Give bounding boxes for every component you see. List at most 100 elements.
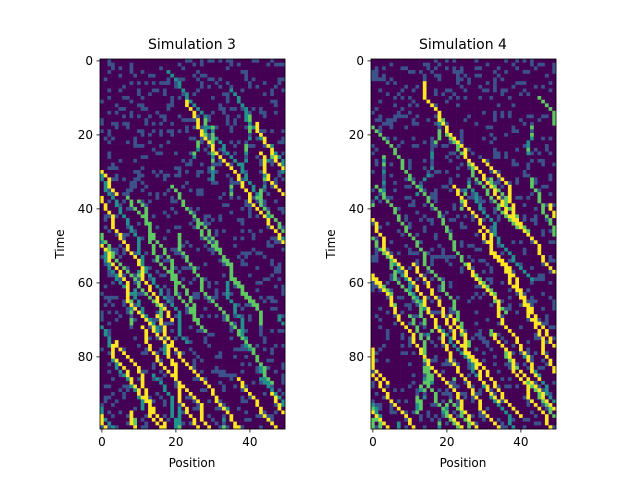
heatmap-cell xyxy=(166,288,171,293)
heatmap-cell xyxy=(125,277,130,282)
heatmap-cell xyxy=(211,306,215,311)
heatmap-cell xyxy=(203,355,208,359)
heatmap-cell xyxy=(233,96,238,100)
heatmap-cell xyxy=(233,188,238,193)
heatmap-cell xyxy=(151,288,156,293)
heatmap-cell xyxy=(140,173,145,178)
heatmap-cell xyxy=(255,229,260,234)
heatmap-cell xyxy=(192,114,197,119)
heatmap-cell xyxy=(103,236,108,241)
heatmap-cell xyxy=(155,147,160,152)
heatmap-cell xyxy=(244,262,249,267)
heatmap-cell xyxy=(174,70,178,75)
heatmap-cell xyxy=(174,225,178,230)
heatmap-cell xyxy=(170,77,175,82)
heatmap-cell xyxy=(148,59,153,63)
heatmap-cell xyxy=(107,107,112,112)
heatmap-cell xyxy=(199,366,204,371)
heatmap-cell xyxy=(122,329,127,334)
heatmap-cell xyxy=(262,347,267,352)
heatmap-cell xyxy=(140,77,145,82)
heatmap-cell xyxy=(233,262,238,267)
heatmap-cell xyxy=(185,73,190,78)
heatmap-cell xyxy=(174,340,178,345)
heatmap-cell xyxy=(270,203,275,208)
heatmap-cell xyxy=(262,284,267,289)
heatmap-cell xyxy=(114,88,119,93)
heatmap-cell xyxy=(255,258,260,263)
heatmap-cell xyxy=(240,336,245,341)
heatmap-cell xyxy=(222,103,227,108)
heatmap-cell xyxy=(174,292,178,297)
heatmap-cell xyxy=(207,140,212,145)
heatmap-cell xyxy=(251,277,256,282)
heatmap-cell xyxy=(148,195,153,200)
heatmap-cell xyxy=(229,214,234,219)
heatmap-cell xyxy=(211,369,215,374)
heatmap-cell xyxy=(259,225,264,230)
heatmap-cell xyxy=(144,406,149,411)
heatmap-cell xyxy=(118,147,123,152)
heatmap-cell xyxy=(170,347,175,352)
heatmap-cell xyxy=(137,99,141,104)
heatmap-cell xyxy=(270,332,275,337)
heatmap-cell xyxy=(255,358,260,363)
heatmap-cell xyxy=(233,70,238,75)
heatmap-cell xyxy=(222,255,227,260)
heatmap-cell xyxy=(233,347,238,352)
heatmap-cell xyxy=(229,306,234,311)
heatmap-cell xyxy=(137,377,141,382)
heatmap-cell xyxy=(166,92,171,97)
heatmap-cell xyxy=(125,151,130,156)
heatmap-cell xyxy=(236,195,241,200)
heatmap-cell xyxy=(277,133,282,137)
heatmap-cell xyxy=(281,247,286,252)
heatmap-cell xyxy=(159,192,164,197)
heatmap-cell xyxy=(166,417,171,422)
heatmap-cell xyxy=(140,314,145,319)
heatmap-cell xyxy=(174,310,178,315)
heatmap-cell xyxy=(218,410,223,415)
heatmap-cell xyxy=(199,336,204,341)
heatmap-cell xyxy=(100,395,104,400)
heatmap-cell xyxy=(148,181,153,186)
heatmap-cell xyxy=(244,121,249,126)
heatmap-cell xyxy=(129,343,134,348)
heatmap-cell xyxy=(255,162,260,167)
heatmap-cell xyxy=(181,303,186,308)
heatmap-cell xyxy=(233,325,238,330)
heatmap-cell xyxy=(170,162,175,167)
heatmap-cell xyxy=(174,247,178,252)
heatmap-cell xyxy=(159,77,164,82)
heatmap-cell xyxy=(229,384,234,389)
heatmap-cell xyxy=(255,181,260,186)
heatmap-cell xyxy=(133,232,138,237)
heatmap-cell xyxy=(129,299,134,304)
heatmap-cell xyxy=(281,218,286,223)
heatmap-cell xyxy=(273,162,278,167)
heatmap-cell xyxy=(196,158,201,163)
heatmap-cell xyxy=(166,199,171,204)
heatmap-cell xyxy=(170,118,175,123)
heatmap-cell xyxy=(177,173,182,178)
heatmap-cell xyxy=(140,295,145,300)
heatmap-cell xyxy=(262,177,267,182)
heatmap-cell xyxy=(140,332,145,337)
heatmap-cell xyxy=(100,251,104,256)
heatmap-cell xyxy=(236,281,241,285)
heatmap-cell xyxy=(262,366,267,371)
heatmap-cell xyxy=(107,355,112,359)
heatmap-cell xyxy=(214,369,219,374)
heatmap-cell xyxy=(225,347,230,352)
heatmap-cell xyxy=(140,147,145,152)
heatmap-cell xyxy=(125,351,130,356)
heatmap-cell xyxy=(199,151,204,156)
heatmap-cell xyxy=(166,399,171,404)
heatmap-cell xyxy=(170,373,175,378)
heatmap-cell xyxy=(222,107,227,112)
heatmap-cell xyxy=(181,399,186,404)
heatmap-cell xyxy=(133,244,138,248)
heatmap-cell xyxy=(222,59,227,63)
heatmap-cell xyxy=(251,362,256,367)
heatmap-cell xyxy=(185,358,190,363)
